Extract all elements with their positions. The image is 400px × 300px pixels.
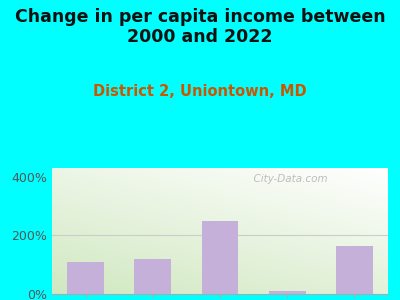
Text: District 2, Uniontown, MD: District 2, Uniontown, MD bbox=[93, 84, 307, 99]
Bar bbox=[134, 259, 171, 294]
Bar bbox=[202, 221, 238, 294]
Text: Change in per capita income between
2000 and 2022: Change in per capita income between 2000… bbox=[15, 8, 385, 46]
Text: City-Data.com: City-Data.com bbox=[247, 174, 328, 184]
Bar bbox=[67, 262, 104, 294]
Bar bbox=[336, 246, 373, 294]
Bar bbox=[269, 291, 306, 294]
